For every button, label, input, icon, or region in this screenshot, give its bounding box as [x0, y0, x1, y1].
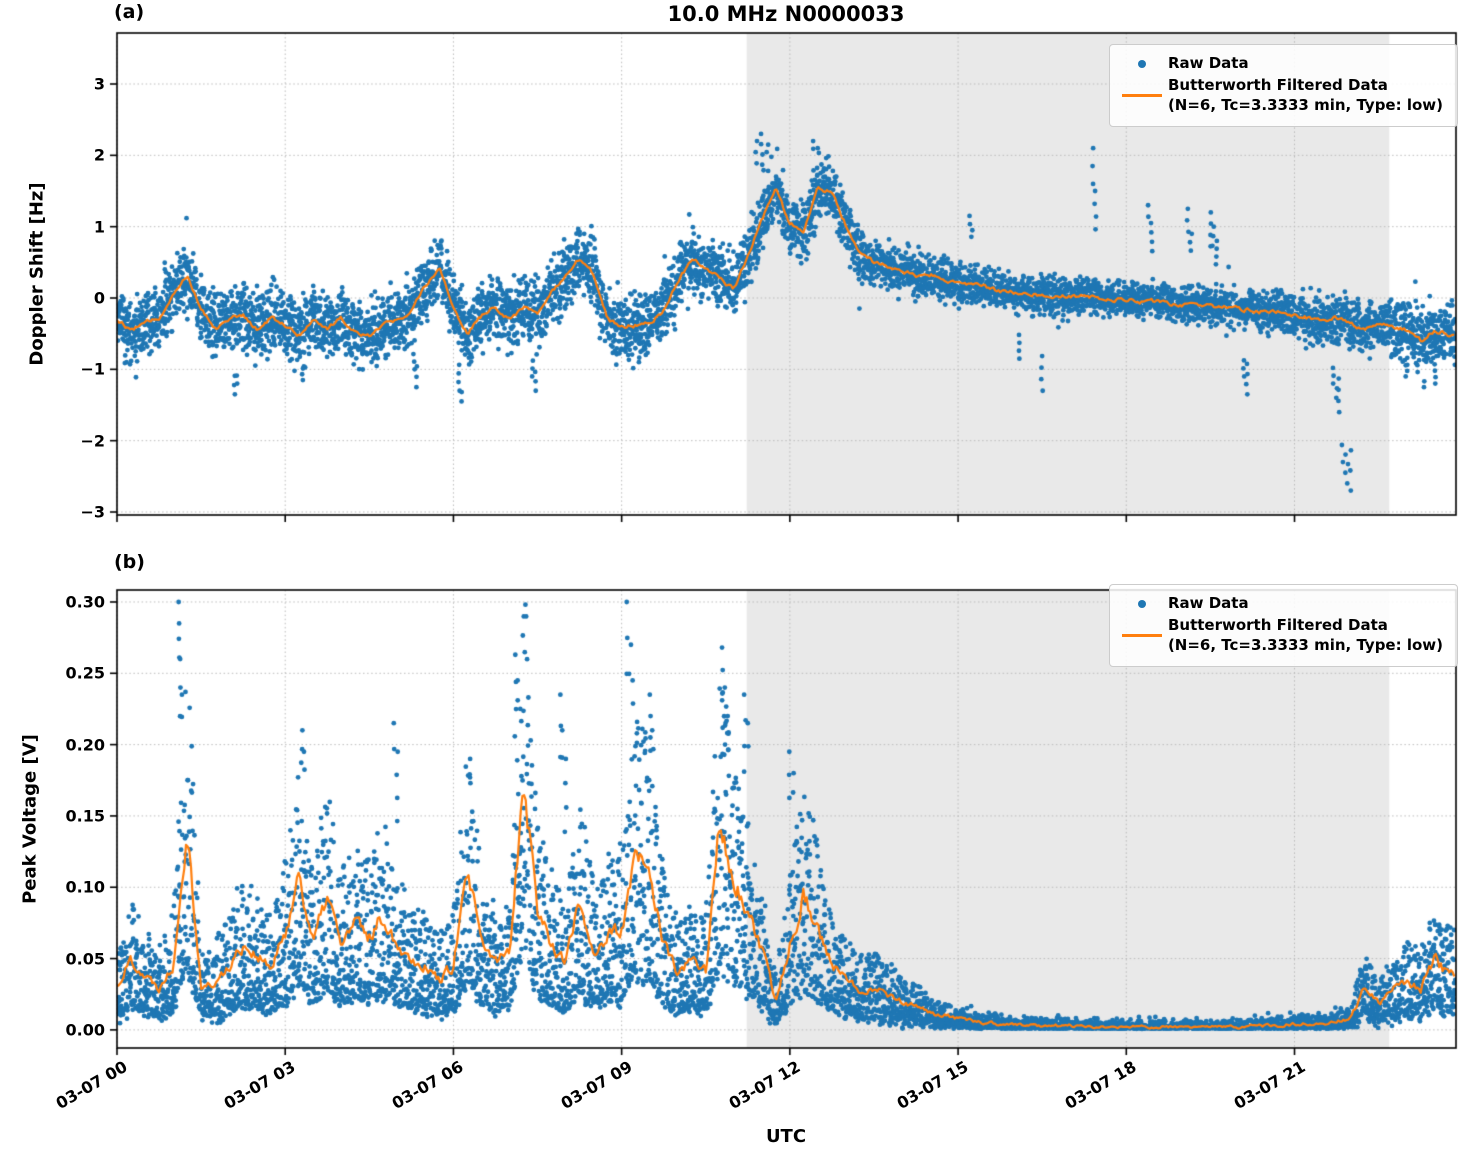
y-tick-label: 2: [93, 145, 105, 165]
legend-raw-label: Raw Data: [1167, 54, 1249, 72]
y-tick-label: 3: [93, 74, 105, 94]
legend-filtered-sublabel: (N=6, Tc=3.3333 min, Type: low): [1167, 635, 1443, 654]
legend-b: Raw Data Butterworth Filtered Data (N=6,…: [1108, 584, 1458, 668]
raw-data-dot-icon: [1137, 599, 1146, 608]
legend-entry-raw: Raw Data: [1116, 594, 1443, 614]
legend-entry-raw: Raw Data: [1116, 54, 1443, 74]
y-tick-label: 0.00: [65, 1020, 105, 1040]
figure-title: 10.0 MHz N0000033: [667, 2, 905, 26]
legend-entry-filtered: Butterworth Filtered Data (N=6, Tc=3.333…: [1116, 76, 1443, 116]
y-tick-label: −2: [80, 431, 105, 451]
y-tick-label: 0.30: [65, 592, 105, 612]
legend-filtered-label: Butterworth Filtered Data: [1167, 75, 1388, 94]
y-tick-label: 1: [93, 217, 105, 237]
legend-entry-filtered: Butterworth Filtered Data (N=6, Tc=3.333…: [1116, 616, 1443, 656]
y-axis-label-b: Peak Voltage [V]: [19, 734, 41, 904]
y-tick-label: 0.05: [65, 949, 105, 969]
y-tick-label: −1: [80, 359, 105, 379]
y-tick-label: −3: [80, 502, 105, 522]
x-axis-label: UTC: [765, 1126, 807, 1147]
legend-filtered-sublabel: (N=6, Tc=3.3333 min, Type: low): [1167, 95, 1443, 114]
y-axis-label-a: Doppler Shift [Hz]: [26, 182, 48, 366]
filtered-data-line-icon: [1121, 94, 1162, 98]
legend-a: Raw Data Butterworth Filtered Data (N=6,…: [1108, 44, 1458, 128]
y-tick-label: 0: [93, 288, 105, 308]
panel-a-label: (a): [114, 1, 145, 23]
legend-raw-label: Raw Data: [1167, 594, 1249, 612]
y-tick-label: 0.15: [65, 806, 105, 826]
panel-b-label: (b): [114, 551, 145, 573]
legend-filtered-label: Butterworth Filtered Data: [1167, 615, 1388, 634]
y-tick-label: 0.20: [65, 735, 105, 755]
filtered-data-line-icon: [1121, 634, 1162, 638]
raw-data-dot-icon: [1137, 59, 1146, 68]
y-tick-label: 0.10: [65, 877, 105, 897]
y-tick-label: 0.25: [65, 663, 105, 683]
